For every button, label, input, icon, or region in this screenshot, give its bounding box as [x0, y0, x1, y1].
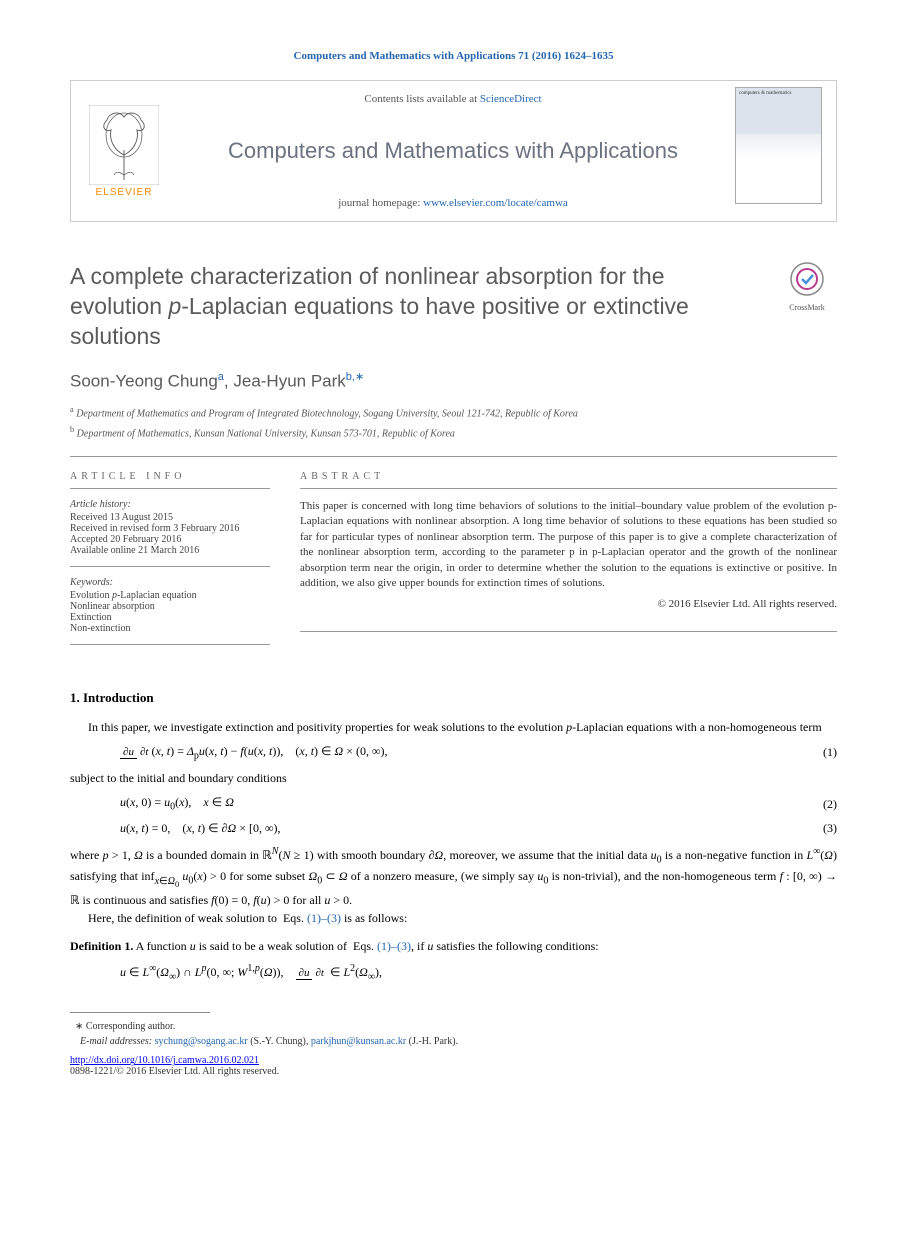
email-2-link[interactable]: parkjhun@kunsan.ac.kr — [311, 1036, 406, 1047]
equation-1-row: ∂u∂t(x, t) = Δpu(x, t) − f(u(x, t)), (x,… — [70, 744, 837, 761]
abstract-column: ABSTRACT This paper is concerned with lo… — [300, 471, 837, 655]
email-2-name: (J.-H. Park). — [409, 1036, 458, 1047]
info-abstract-row: ARTICLE INFO Article history: Received 1… — [70, 471, 837, 655]
author-1-affmark[interactable]: a — [218, 371, 224, 383]
abstract-body: This paper is concerned with long time b… — [300, 500, 837, 589]
definition-label: Definition 1. — [70, 939, 133, 953]
equation-2: u(x, 0) = u0(x), x ∈ Ω — [70, 795, 807, 812]
contents-prefix: Contents lists available at — [364, 93, 479, 105]
equation-1-number: (1) — [807, 745, 837, 760]
cover-image: computers & mathematics — [735, 87, 822, 204]
equation-3-row: u(x, t) = 0, (x, t) ∈ ∂Ω × [0, ∞), (3) — [70, 821, 837, 836]
keywords-block: Keywords: Evolution p-Laplacian equation… — [70, 577, 270, 645]
journal-cover-thumbnail[interactable]: computers & mathematics — [729, 81, 836, 221]
equation-3: u(x, t) = 0, (x, t) ∈ ∂Ω × [0, ∞), — [70, 821, 807, 836]
abstract-copyright: © 2016 Elsevier Ltd. All rights reserved… — [300, 597, 837, 620]
article-title: A complete characterization of nonlinear… — [70, 262, 757, 352]
cover-title-text: computers & mathematics — [736, 88, 821, 134]
article-info-header: ARTICLE INFO — [70, 471, 270, 482]
elsevier-tree-icon — [89, 105, 159, 185]
history-revised: Received in revised form 3 February 2016 — [70, 523, 270, 534]
crossmark-label: CrossMark — [777, 303, 837, 312]
history-received: Received 13 August 2015 — [70, 512, 270, 523]
homepage-link[interactable]: www.elsevier.com/locate/camwa — [423, 197, 568, 209]
homepage-line: journal homepage: www.elsevier.com/locat… — [185, 197, 721, 209]
homepage-prefix: journal homepage: — [338, 197, 423, 209]
author-2: Jea-Hyun Park — [233, 371, 345, 390]
authors: Soon-Yeong Chunga, Jea-Hyun Parkb,∗ — [70, 370, 837, 392]
history-label: Article history: — [70, 499, 270, 510]
affiliation-b: b Department of Mathematics, Kunsan Nati… — [70, 423, 837, 442]
sciencedirect-link[interactable]: ScienceDirect — [480, 93, 542, 105]
footnote-separator — [70, 1012, 210, 1013]
email-1-name: (S.-Y. Chung), — [250, 1036, 308, 1047]
top-citation: Computers and Mathematics with Applicati… — [70, 50, 837, 62]
elsevier-logo[interactable]: ELSEVIER — [71, 81, 177, 221]
history-block: Article history: Received 13 August 2015… — [70, 488, 270, 567]
keyword-2: Nonlinear absorption — [70, 601, 270, 612]
definition-equation-row: u ∈ L∞(Ω∞) ∩ Lp(0, ∞; W1,p(Ω)), ∂u∂t ∈ L… — [70, 963, 837, 982]
affiliation-a: a Department of Mathematics and Program … — [70, 403, 837, 422]
email-label: E-mail addresses: — [80, 1036, 152, 1047]
equation-3-number: (3) — [807, 821, 837, 836]
keyword-1: Evolution p-Laplacian equation — [70, 590, 270, 601]
keywords-label: Keywords: — [70, 577, 270, 588]
article-info-column: ARTICLE INFO Article history: Received 1… — [70, 471, 270, 655]
header-center: Contents lists available at ScienceDirec… — [177, 81, 729, 221]
keyword-4: Non-extinction — [70, 623, 270, 634]
affiliation-a-text: Department of Mathematics and Program of… — [76, 409, 578, 420]
doi-line: http://dx.doi.org/10.1016/j.camwa.2016.0… — [70, 1055, 837, 1066]
corresponding-text: Corresponding author. — [86, 1021, 175, 1032]
intro-p1: In this paper, we investigate extinction… — [70, 718, 837, 736]
author-2-affmark[interactable]: b,∗ — [346, 371, 364, 383]
eqs-link-1-3-b[interactable]: (1)–(3) — [377, 939, 411, 953]
intro-p3: where p > 1, Ω is a bounded domain in ℝN… — [70, 844, 837, 909]
intro-p4: Here, the definition of weak solution to… — [70, 909, 837, 927]
definition-1: Definition 1. A function u is said to be… — [70, 937, 837, 955]
copyright-footer: 0898-1221/© 2016 Elsevier Ltd. All right… — [70, 1066, 837, 1077]
contents-available-line: Contents lists available at ScienceDirec… — [185, 93, 721, 105]
section-1-header: 1. Introduction — [70, 690, 837, 706]
page: Computers and Mathematics with Applicati… — [0, 0, 907, 1127]
footnotes: ∗ Corresponding author. E-mail addresses… — [70, 1019, 837, 1049]
affiliations: a Department of Mathematics and Program … — [70, 403, 837, 442]
history-online: Available online 21 March 2016 — [70, 545, 270, 556]
crossmark-icon — [790, 262, 824, 296]
equation-2-number: (2) — [807, 797, 837, 812]
affiliation-b-text: Department of Mathematics, Kunsan Nation… — [77, 428, 455, 439]
history-accepted: Accepted 20 February 2016 — [70, 534, 270, 545]
equation-2-row: u(x, 0) = u0(x), x ∈ Ω (2) — [70, 795, 837, 812]
email-line: E-mail addresses: sychung@sogang.ac.kr (… — [70, 1034, 837, 1049]
section-title: Introduction — [83, 690, 154, 705]
intro-p2: subject to the initial and boundary cond… — [70, 769, 837, 787]
definition-equation: u ∈ L∞(Ω∞) ∩ Lp(0, ∞; W1,p(Ω)), ∂u∂t ∈ L… — [70, 963, 837, 982]
equation-1: ∂u∂t(x, t) = Δpu(x, t) − f(u(x, t)), (x,… — [70, 744, 807, 761]
eqs-link-1-3[interactable]: (1)–(3) — [307, 911, 341, 925]
journal-title: Computers and Mathematics with Applicati… — [185, 138, 721, 164]
doi-link[interactable]: http://dx.doi.org/10.1016/j.camwa.2016.0… — [70, 1055, 259, 1066]
email-1-link[interactable]: sychung@sogang.ac.kr — [155, 1036, 248, 1047]
crossmark-badge[interactable]: CrossMark — [777, 262, 837, 312]
section-number: 1. — [70, 690, 80, 705]
divider — [70, 456, 837, 457]
corresponding-author-note: ∗ Corresponding author. — [70, 1019, 837, 1034]
journal-header-box: ELSEVIER Contents lists available at Sci… — [70, 80, 837, 222]
elsevier-text: ELSEVIER — [96, 187, 153, 198]
keyword-3: Extinction — [70, 612, 270, 623]
author-1: Soon-Yeong Chung — [70, 371, 218, 390]
abstract-text: This paper is concerned with long time b… — [300, 488, 837, 632]
title-row: A complete characterization of nonlinear… — [70, 262, 837, 352]
abstract-header: ABSTRACT — [300, 471, 837, 482]
